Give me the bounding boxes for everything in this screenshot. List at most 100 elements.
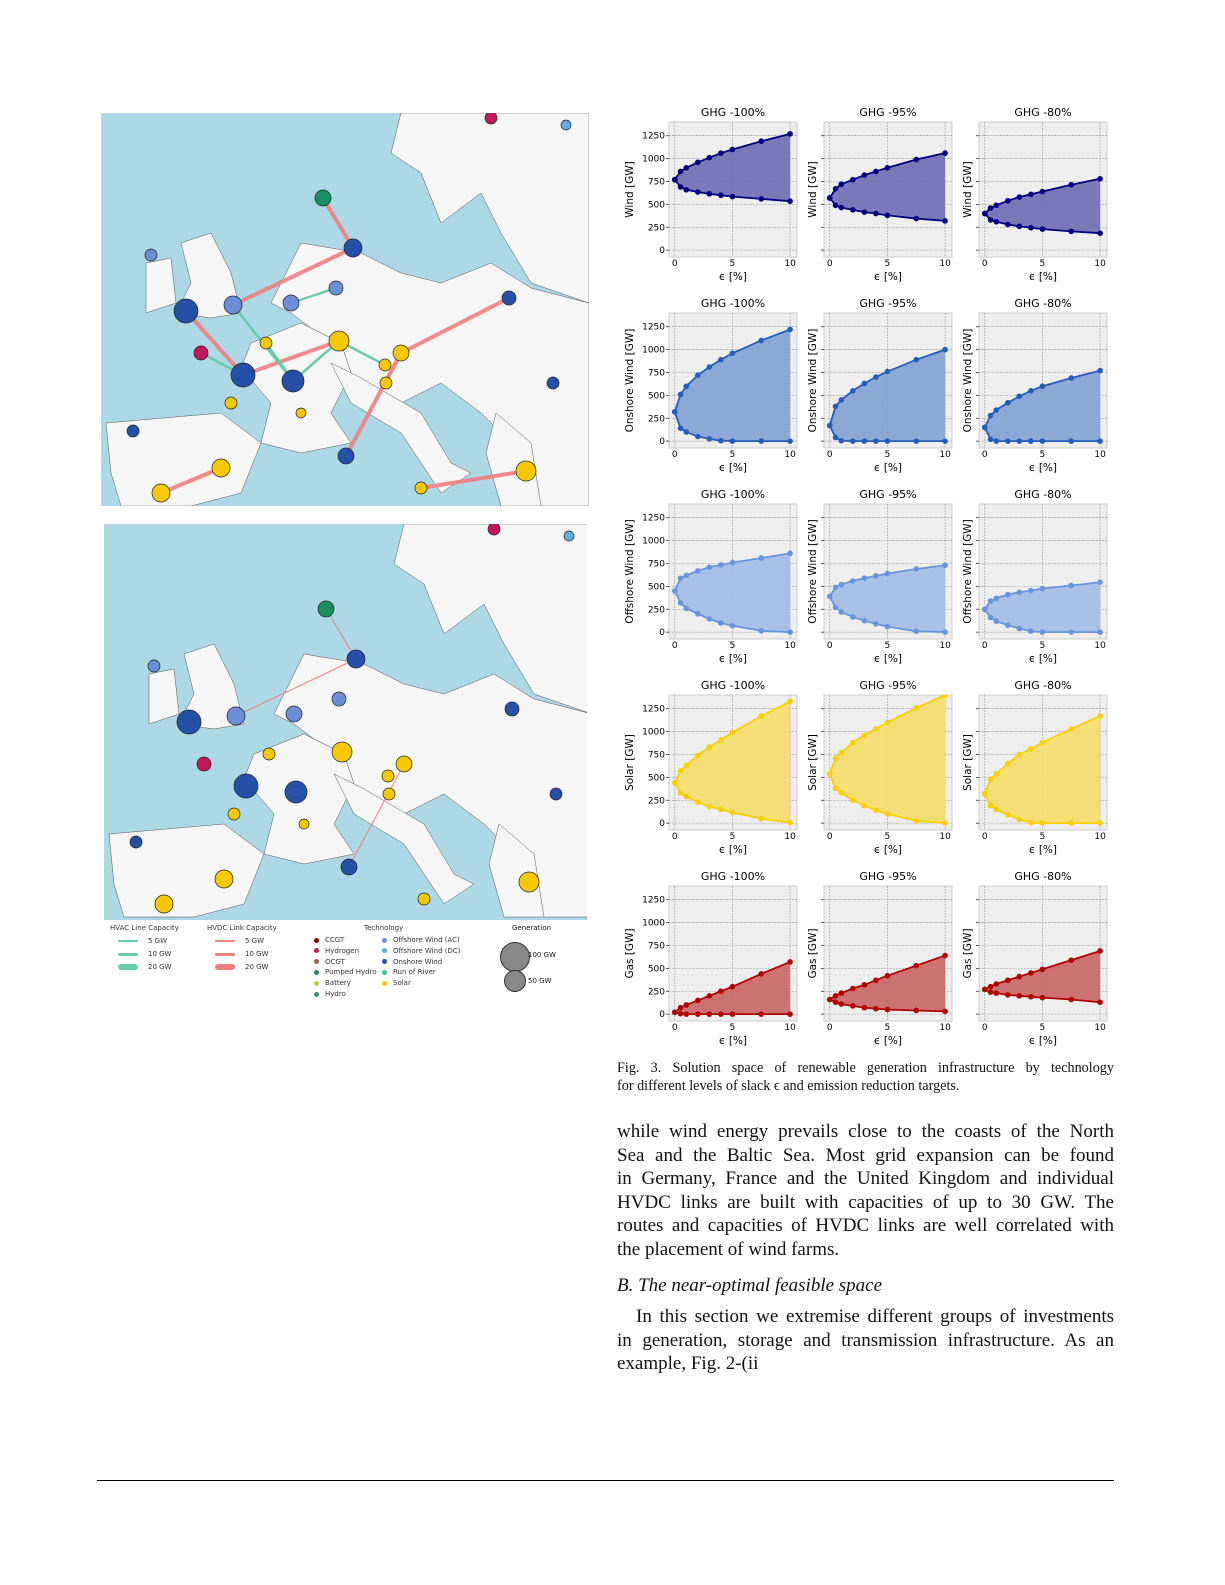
data-point: [787, 959, 793, 965]
data-point: [706, 154, 713, 161]
generation-label-50: 50 GW: [528, 977, 552, 985]
feasible-area: [674, 701, 791, 823]
panel-title: GHG -100%: [701, 870, 765, 883]
generation-label-100: 100 GW: [528, 951, 556, 959]
data-point: [718, 1011, 724, 1017]
data-point: [677, 790, 684, 796]
text-line: routes and capacities of HVDC links are …: [617, 1215, 1114, 1237]
technology-legend-item: Battery: [314, 979, 351, 987]
data-point: [1016, 625, 1023, 632]
data-point: [1097, 820, 1103, 826]
section-heading: B. The near-optimal feasible space: [617, 1275, 883, 1296]
legend-label: OCGT: [325, 957, 345, 966]
land-shape: [488, 823, 545, 918]
data-point: [1039, 820, 1046, 826]
data-point: [826, 996, 833, 1003]
data-point: [913, 818, 920, 824]
data-point: [1039, 383, 1046, 390]
x-tick-label: 0: [827, 832, 833, 842]
data-point: [695, 189, 701, 195]
x-axis-label: ϵ [%]: [719, 844, 747, 856]
generation-pie: [337, 447, 355, 465]
generation-pie: [546, 376, 560, 390]
chart-panel: 0 5 10 GHG -95% ϵ [%] Gas [GW]: [807, 870, 953, 1047]
data-point: [826, 770, 833, 777]
generation-circle-50: [504, 970, 526, 992]
generation-circle-100: [500, 942, 530, 972]
y-axis-label: Offshore Wind [GW]: [962, 519, 974, 623]
generation-pie: [147, 659, 161, 673]
data-point: [987, 802, 994, 809]
data-point: [1097, 579, 1103, 586]
data-point: [1068, 820, 1075, 826]
data-point: [1005, 197, 1011, 204]
land-shape: [393, 524, 587, 713]
data-point: [718, 356, 724, 363]
generation-pie: [223, 295, 243, 315]
data-point: [683, 164, 690, 171]
data-point: [729, 193, 736, 200]
chart-panel: 0 5 10 GHG -95% ϵ [%] Offshore Wind [GW]: [807, 488, 953, 665]
data-point: [884, 212, 891, 219]
hvdc-link: [235, 658, 357, 717]
data-point: [993, 806, 1000, 813]
technology-legend-item: Offshore Wind (AC): [382, 936, 460, 944]
data-point: [787, 131, 793, 137]
data-point: [1016, 223, 1023, 230]
data-point: [1016, 589, 1023, 596]
x-tick-label: 0: [827, 259, 833, 269]
data-point: [1005, 992, 1011, 998]
x-tick-label: 5: [730, 1023, 736, 1033]
data-point: [993, 770, 1000, 777]
data-point: [683, 572, 690, 579]
generation-pie: [379, 376, 393, 390]
x-tick-label: 0: [672, 1023, 678, 1033]
feasible-area: [829, 955, 946, 1012]
hvdc-legend-item: 10 GW: [215, 950, 268, 958]
x-tick-label: 10: [1094, 259, 1106, 269]
chart-panel: 0 5 10 GHG -80% ϵ [%] Solar [GW]: [962, 679, 1108, 856]
generation-pie: [392, 344, 410, 362]
x-tick-label: 0: [827, 1023, 833, 1033]
x-axis-label: ϵ [%]: [874, 462, 902, 474]
data-point: [683, 762, 690, 769]
data-point: [787, 438, 793, 444]
data-point: [913, 628, 920, 635]
data-point: [671, 409, 678, 415]
technology-legend-title: Technology: [364, 924, 404, 932]
data-point: [1016, 194, 1023, 200]
x-tick-label: 10: [784, 641, 796, 651]
data-point: [838, 437, 845, 444]
y-tick-label: 1250: [642, 132, 665, 142]
data-point: [826, 422, 833, 429]
data-point: [1028, 993, 1034, 1000]
data-point: [706, 564, 713, 570]
feasible-area: [984, 716, 1101, 824]
hvdc-link: [400, 296, 510, 355]
x-tick-label: 0: [982, 832, 988, 842]
data-point: [718, 192, 724, 199]
data-point: [861, 438, 868, 444]
data-point: [913, 566, 920, 572]
data-point: [981, 606, 988, 613]
data-point: [873, 168, 879, 175]
data-point: [706, 803, 713, 810]
data-point: [832, 202, 839, 209]
data-point: [787, 629, 793, 635]
data-point: [695, 159, 701, 166]
data-point: [1028, 819, 1034, 826]
technology-legend-item: Hydrogen: [314, 947, 359, 955]
data-point: [695, 1011, 701, 1017]
generation-pie: [224, 396, 238, 410]
data-point: [706, 364, 713, 370]
x-tick-label: 5: [730, 832, 736, 842]
generation-pie: [226, 706, 246, 726]
y-axis-label: Gas [GW]: [807, 928, 819, 978]
data-point: [683, 1002, 690, 1008]
data-point: [677, 575, 684, 581]
panel-title: GHG -100%: [701, 679, 765, 692]
y-tick-label: 0: [659, 1010, 665, 1020]
technology-color-dot: [382, 980, 387, 986]
hvdc-link: [160, 466, 222, 495]
data-point: [1028, 191, 1034, 198]
